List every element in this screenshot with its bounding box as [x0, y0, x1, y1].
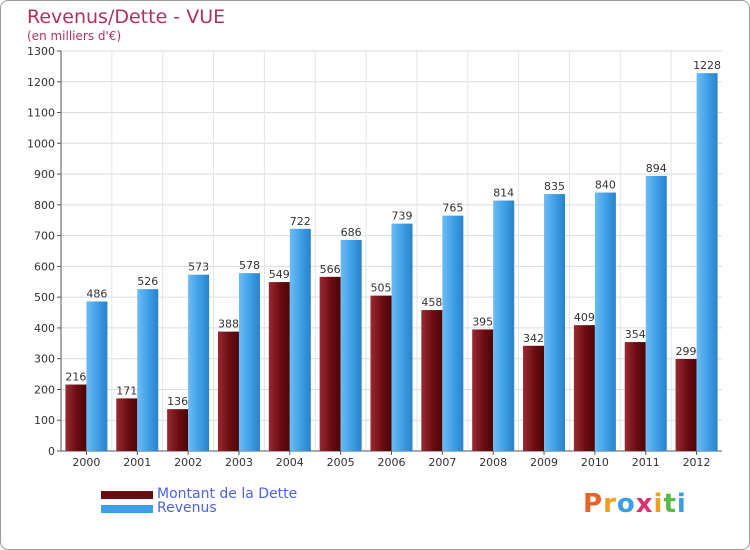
bar-revenue: [238, 273, 260, 451]
y-tick-label: 1300: [27, 45, 55, 58]
x-tick-label: 2003: [225, 456, 253, 469]
x-tick-label: 2005: [327, 456, 355, 469]
bar-revenue: [188, 274, 210, 451]
logo-letter: i: [676, 489, 687, 519]
bar-debt: [217, 331, 239, 451]
grid-lines: [61, 50, 722, 451]
data-label-revenue: 486: [86, 287, 107, 300]
x-tick-label: 2009: [530, 456, 558, 469]
bar-debt: [167, 409, 189, 451]
data-label-debt: 549: [269, 268, 290, 281]
logo-letter: o: [616, 489, 636, 519]
proxiti-logo: Proxiti: [583, 489, 687, 519]
bar-revenue: [544, 194, 566, 452]
legend-swatch-revenue: [101, 505, 153, 513]
y-tick-label: 200: [34, 383, 55, 396]
bar-debt: [319, 276, 341, 451]
bars: [65, 73, 718, 452]
y-tick-label: 300: [34, 353, 55, 366]
data-label-revenue: 722: [290, 215, 311, 228]
logo-letter: i: [653, 489, 664, 519]
data-label-revenue: 739: [392, 210, 413, 223]
data-label-debt: 388: [218, 318, 239, 331]
x-tick-label: 2002: [174, 456, 202, 469]
bar-revenue: [594, 192, 616, 452]
legend-label-revenue: Revenus: [157, 500, 217, 516]
data-label-revenue: 765: [442, 202, 463, 215]
logo-letter: t: [663, 489, 677, 519]
y-tick-label: 600: [34, 260, 55, 273]
data-label-revenue: 1228: [693, 59, 721, 72]
data-label-debt: 216: [65, 371, 86, 384]
bar-debt: [370, 295, 392, 451]
bar-debt: [523, 345, 545, 451]
y-tick-label: 1100: [27, 107, 55, 120]
labels: 0 100 200 300 400 500 600 700 800 900 1000 1100 1200…: [27, 45, 721, 469]
bar-debt: [675, 359, 697, 451]
y-tick-label: 1000: [27, 137, 55, 150]
bar-revenue: [340, 239, 362, 451]
bar-debt: [268, 282, 290, 451]
data-label-revenue: 894: [646, 162, 667, 175]
data-label-debt: 171: [116, 384, 137, 397]
bar-debt: [65, 384, 87, 451]
x-tick-label: 2000: [72, 456, 100, 469]
data-label-debt: 136: [167, 395, 188, 408]
y-tick-label: 100: [34, 414, 55, 427]
y-tick-label: 400: [34, 322, 55, 335]
bar-revenue: [696, 73, 718, 452]
data-label-debt: 505: [371, 282, 392, 295]
chart-subtitle: (en milliers d'€): [27, 29, 122, 43]
x-tick-label: 2001: [123, 456, 151, 469]
x-tick-label: 2008: [479, 456, 507, 469]
chart-title: Revenus/Dette - VUE: [27, 6, 226, 28]
y-tick-label: 900: [34, 168, 55, 181]
data-label-debt: 395: [472, 315, 493, 328]
data-label-revenue: 526: [137, 275, 158, 288]
bar-revenue: [137, 289, 159, 451]
y-tick-label: 700: [34, 230, 55, 243]
x-tick-label: 2010: [581, 456, 609, 469]
logo-letter: r: [603, 489, 617, 519]
data-label-debt: 299: [676, 345, 697, 358]
y-tick-label: 1200: [27, 76, 55, 89]
data-label-debt: 342: [523, 332, 544, 345]
x-tick-label: 2004: [276, 456, 304, 469]
x-tick-label: 2007: [428, 456, 456, 469]
bar-debt: [116, 398, 138, 451]
data-label-revenue: 835: [544, 180, 565, 193]
bar-revenue: [442, 215, 464, 451]
data-label-revenue: 573: [188, 261, 209, 274]
x-tick-label: 2006: [378, 456, 406, 469]
legend-label-debt: Montant de la Dette: [157, 486, 298, 502]
logo-letter: P: [583, 489, 604, 519]
y-tick-label: 500: [34, 291, 55, 304]
bar-revenue: [289, 228, 311, 451]
data-label-revenue: 814: [493, 187, 514, 200]
bar-debt: [472, 329, 494, 451]
data-label-debt: 458: [421, 296, 442, 309]
legend-swatch-debt: [101, 491, 153, 499]
y-tick-label: 800: [34, 199, 55, 212]
bar-debt: [624, 342, 646, 451]
bar-revenue: [645, 175, 667, 451]
data-label-revenue: 840: [595, 179, 616, 192]
data-label-debt: 354: [625, 328, 646, 341]
bar-debt: [421, 310, 443, 451]
x-tick-label: 2011: [632, 456, 660, 469]
data-label-debt: 409: [574, 311, 595, 324]
logo-letter: x: [635, 489, 654, 519]
data-label-revenue: 686: [341, 226, 362, 239]
data-label-debt: 566: [320, 263, 341, 276]
y-tick-label: 0: [48, 445, 55, 458]
x-tick-label: 2012: [683, 456, 711, 469]
bar-revenue: [86, 301, 108, 451]
bar-revenue: [391, 223, 413, 451]
bar-revenue: [493, 200, 515, 451]
bar-debt: [573, 325, 595, 451]
data-label-revenue: 578: [239, 259, 260, 272]
